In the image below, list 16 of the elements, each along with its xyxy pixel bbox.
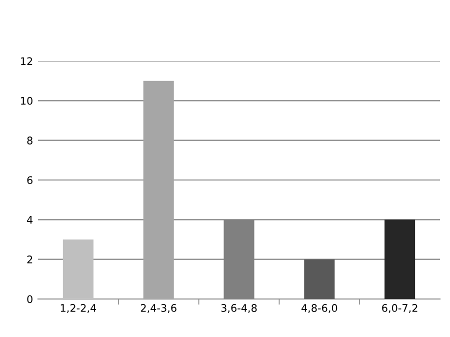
y-tick-label: 2 <box>27 256 32 264</box>
x-tick-label: 3,6-4,8 <box>221 304 257 313</box>
y-tick-label: 6 <box>27 176 32 184</box>
bar <box>384 220 416 299</box>
y-tick-label: 0 <box>27 295 32 304</box>
y-tick-label: 10 <box>21 96 32 105</box>
y-tick-label: 12 <box>21 57 32 65</box>
bar <box>62 240 94 299</box>
bar <box>143 80 174 299</box>
x-tick-label: 4,8-6,0 <box>301 304 338 313</box>
y-tick-label: 4 <box>27 216 33 224</box>
bar <box>304 259 335 299</box>
x-tick-label: 1,2-2,4 <box>60 304 96 313</box>
y-tick-label: 8 <box>27 136 32 144</box>
x-tick-label: 6,0-7,2 <box>382 304 418 313</box>
x-tick-label: 2,4-3,6 <box>140 304 176 313</box>
